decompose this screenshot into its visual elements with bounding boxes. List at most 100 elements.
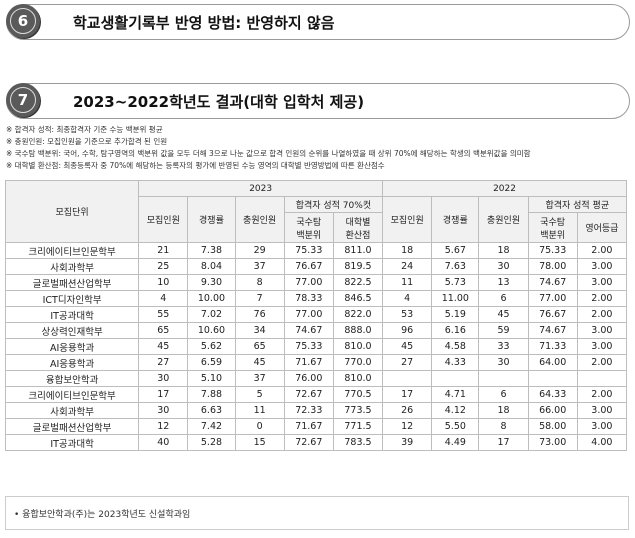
cell-value: 71.33 <box>527 338 578 355</box>
cell-value: 10.60 <box>187 322 236 339</box>
table-row: IT공과대학 55 7.02 76 77.00 822.0 53 5.19 45 76.67 2.0… <box>4 306 628 323</box>
cell-value: 2.00 <box>576 290 628 307</box>
cell-value: 72.33 <box>283 402 334 419</box>
cell-value: 71.67 <box>283 418 334 435</box>
cell-unit: 융합보안학과 <box>4 370 140 387</box>
cell-value: 10.00 <box>187 290 236 307</box>
cell-value: 3.00 <box>576 402 628 419</box>
table-row: AI응용학과 27 6.59 45 71.67 770.0 27 4.33 30 64.00 2.0… <box>4 354 628 371</box>
cell-value: 45 <box>138 338 189 355</box>
cell-value: 5 <box>234 386 285 403</box>
cell-value: 2.00 <box>576 354 628 371</box>
cell-value <box>576 370 628 387</box>
cell-value: 76 <box>234 306 285 323</box>
cell-value: 4 <box>382 290 433 307</box>
header-score-avg: 합격자 성적 평균 <box>527 196 628 213</box>
cell-value: 30 <box>138 370 189 387</box>
cell-value: 65 <box>138 322 189 339</box>
header-score-70: 합격자 성적 70%컷 <box>283 196 384 213</box>
header-year-2022: 2022 <box>382 180 627 197</box>
cell-value: 34 <box>234 322 285 339</box>
cell-value: 45 <box>234 354 285 371</box>
cell-value: 33 <box>478 338 529 355</box>
table-row: AI응용학과 45 5.62 65 75.33 810.0 45 4.58 33 71.33 3.0… <box>4 338 628 355</box>
table-row: 글로벌패션산업학부 10 9.30 8 77.00 822.5 11 5.73 13 74.67 3… <box>4 274 628 291</box>
cell-value: 24 <box>382 258 433 275</box>
cell-value: 39 <box>382 434 433 451</box>
cell-value: 3.00 <box>576 418 628 435</box>
section-6-header: 6 학교생활기록부 반영 방법: 반영하지 않음 <box>6 4 630 40</box>
cell-value: 96 <box>382 322 433 339</box>
cell-value: 5.62 <box>187 338 236 355</box>
cell-value: 30 <box>138 402 189 419</box>
header-english-grade: 영어등급 <box>576 212 628 243</box>
cell-value: 77.00 <box>283 274 334 291</box>
cell-value: 822.0 <box>332 306 384 323</box>
header-unit: 모집단위 <box>4 180 140 243</box>
cell-value: 66.00 <box>527 402 578 419</box>
cell-value: 10 <box>138 274 189 291</box>
cell-value: 771.5 <box>332 418 384 435</box>
cell-value: 59 <box>478 322 529 339</box>
note-item: ※ 대학별 환산점: 최종등록자 중 70%에 해당하는 등록자의 평가에 반영… <box>6 161 385 170</box>
cell-value: 6.63 <box>187 402 236 419</box>
header-competition: 경쟁률 <box>187 196 236 243</box>
cell-value: 7.38 <box>187 242 236 259</box>
cell-value: 75.33 <box>527 242 578 259</box>
cell-value: 76.67 <box>527 306 578 323</box>
cell-value: 18 <box>478 242 529 259</box>
header-fill: 충원인원 <box>234 196 285 243</box>
table-row: ICT디자인학부 4 10.00 7 78.33 846.5 4 11.00 6 77.00 2.0… <box>4 290 628 307</box>
cell-value: 64.00 <box>527 354 578 371</box>
cell-value: 71.67 <box>283 354 334 371</box>
cell-value: 5.28 <box>187 434 236 451</box>
cell-value: 58.00 <box>527 418 578 435</box>
cell-value: 6 <box>478 290 529 307</box>
cell-value: 17 <box>382 386 433 403</box>
cell-value: 55 <box>138 306 189 323</box>
cell-value: 21 <box>138 242 189 259</box>
cell-unit: 글로벌패션산업학부 <box>4 418 140 435</box>
cell-value: 4.12 <box>431 402 480 419</box>
cell-unit: IT공과대학 <box>4 306 140 323</box>
cell-value: 3.00 <box>576 338 628 355</box>
cell-value: 4.33 <box>431 354 480 371</box>
table-row: IT공과대학 40 5.28 15 72.67 783.5 39 4.49 17 73.00 4.0… <box>4 434 628 451</box>
cell-value: 13 <box>478 274 529 291</box>
cell-value: 74.67 <box>527 274 578 291</box>
cell-value: 822.5 <box>332 274 384 291</box>
header-competition: 경쟁률 <box>431 196 480 243</box>
cell-value <box>382 370 433 387</box>
cell-unit: 상상력인재학부 <box>4 322 140 339</box>
section-title: 2023~2022학년도 결과(대학 입학처 제공) <box>73 93 365 111</box>
table-row: 상상력인재학부 65 10.60 34 74.67 888.0 96 6.16 59 74.67 3… <box>4 322 628 339</box>
cell-value: 37 <box>234 370 285 387</box>
cell-value: 26 <box>382 402 433 419</box>
cell-value: 74.67 <box>527 322 578 339</box>
cell-value: 4.58 <box>431 338 480 355</box>
cell-value: 783.5 <box>332 434 384 451</box>
cell-value: 77.00 <box>283 306 334 323</box>
section-title: 학교생활기록부 반영 방법: 반영하지 않음 <box>73 14 335 32</box>
cell-value: 810.0 <box>332 370 384 387</box>
notes-list: ※ 합격자 성적: 최종합격자 기준 수능 백분위 평균 ※ 충원인원: 모집인… <box>6 124 531 172</box>
cell-value: 888.0 <box>332 322 384 339</box>
footnote-text: • 융합보안학과(주)는 2023학년도 신설학과임 <box>14 510 191 520</box>
cell-value: 30 <box>478 258 529 275</box>
cell-value: 11 <box>234 402 285 419</box>
table-row: 사회과학부 30 6.63 11 72.33 773.5 26 4.12 18 66.00 3.00 <box>4 402 628 419</box>
cell-value: 4.71 <box>431 386 480 403</box>
cell-value: 7 <box>234 290 285 307</box>
cell-value: 18 <box>478 402 529 419</box>
cell-value: 7.63 <box>431 258 480 275</box>
cell-value: 8 <box>478 418 529 435</box>
header-percentile: 국수탐 백분위 <box>527 212 578 243</box>
header-quota: 모집인원 <box>138 196 189 243</box>
cell-value: 5.19 <box>431 306 480 323</box>
cell-value: 72.67 <box>283 386 334 403</box>
cell-value: 811.0 <box>332 242 384 259</box>
cell-value: 45 <box>382 338 433 355</box>
cell-unit: 크리에이티브인문학부 <box>4 242 140 259</box>
cell-value: 11.00 <box>431 290 480 307</box>
section-number-badge: 7 <box>6 83 40 117</box>
